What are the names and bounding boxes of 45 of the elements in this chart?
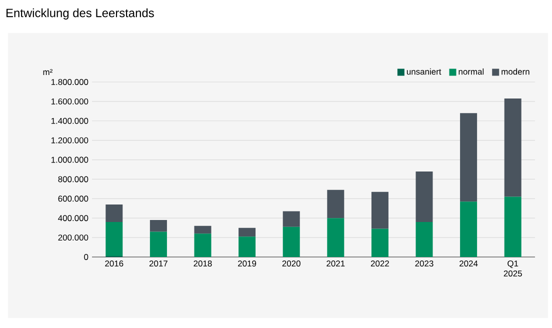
x-tick-label: 2023 [415, 260, 434, 267]
bar [416, 171, 433, 222]
legend-label: modern [502, 68, 530, 75]
bar [194, 234, 212, 257]
bar [282, 211, 300, 227]
y-tick-label: 1.800.000 [51, 79, 88, 85]
bar [106, 204, 123, 222]
bar [106, 222, 123, 256]
x-tick-label: 2020 [282, 260, 300, 267]
legend-label: unsaniert [406, 68, 442, 75]
bar [327, 190, 344, 218]
chart-title: Entwicklung des Leerstands [6, 8, 154, 20]
bar [504, 98, 522, 197]
y-tick-label: 1.000.000 [51, 156, 88, 163]
x-tick-label: 2018 [194, 260, 212, 267]
bar [238, 228, 256, 237]
y-tick-label: 1.200.000 [51, 137, 88, 144]
legend-label: normal [458, 68, 484, 75]
x-tick-label: 2019 [238, 260, 256, 267]
y-tick-label: 400.000 [58, 215, 88, 222]
bar [371, 228, 388, 257]
y-tick-label: 600.000 [58, 196, 88, 202]
y-tick-label: 1.600.000 [51, 98, 88, 104]
bar [327, 218, 344, 257]
bar [194, 226, 212, 234]
x-tick-label: 2021 [326, 260, 345, 267]
bar [416, 222, 433, 257]
bar [460, 202, 478, 257]
y-axis-title: m² [43, 69, 52, 75]
x-tick-label: 2024 [460, 260, 478, 267]
y-tick-label: 800.000 [58, 176, 88, 182]
x-tick-label: Q1 2025 [504, 260, 522, 276]
y-tick-label: 200.000 [58, 234, 88, 241]
bar [150, 232, 167, 257]
x-tick-label: 2022 [370, 260, 389, 267]
x-tick-label: 2016 [105, 260, 124, 267]
bar [371, 192, 388, 229]
x-tick-label: 2017 [149, 260, 168, 267]
bar [504, 196, 522, 257]
y-tick-label: 0 [84, 254, 88, 260]
y-tick-label: 1.400.000 [51, 118, 88, 124]
bar [460, 113, 478, 202]
bar [282, 226, 300, 257]
bar [238, 236, 256, 257]
bar [150, 220, 167, 232]
